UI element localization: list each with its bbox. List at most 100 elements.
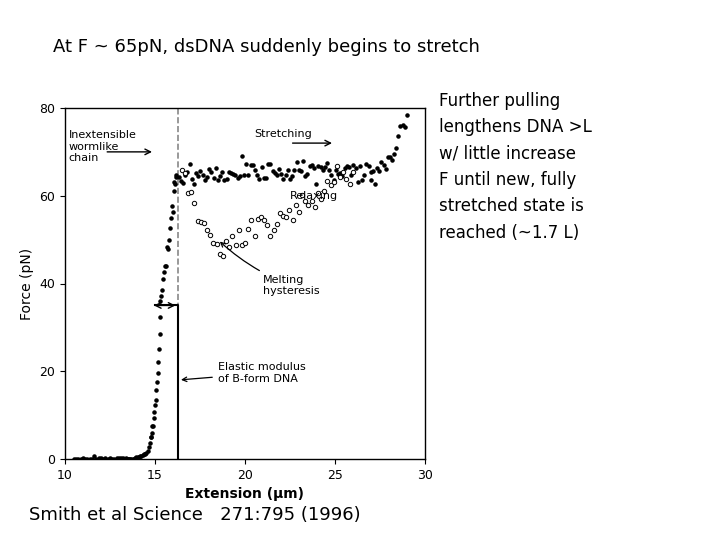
Point [142,447,153,455]
Point [369,180,381,188]
Point [245,160,256,169]
Point [265,232,276,241]
Point [77,454,89,463]
Point [243,171,254,179]
Text: Relaxing: Relaxing [289,191,338,201]
Point [150,396,161,404]
Point [122,455,133,463]
Point [341,161,353,170]
Point [194,167,206,176]
Point [168,178,180,186]
Point [258,216,270,225]
Point [395,122,406,130]
Point [184,159,195,168]
Point [219,176,230,184]
Point [206,167,217,176]
Point [392,131,404,140]
Point [278,175,289,184]
Point [207,239,219,248]
Point [148,413,160,422]
Point [156,286,168,295]
Point [312,162,324,171]
Point [238,171,250,180]
Point [204,231,216,240]
Point [352,178,364,187]
Point [256,163,267,171]
Point [68,454,79,463]
Point [319,163,330,171]
Point [128,454,140,463]
Point [145,433,157,442]
Point [230,241,241,249]
Point [330,165,341,174]
Point [190,168,202,177]
Point [102,455,113,463]
Point [143,442,155,451]
Point [390,144,402,152]
Point [125,455,136,463]
Point [236,152,248,160]
Point [113,454,125,462]
Point [334,172,346,181]
Point [173,173,184,181]
Point [161,242,173,251]
Point [157,275,168,284]
Point [189,198,200,207]
Text: Smith et al Science   271:795 (1996): Smith et al Science 271:795 (1996) [29,506,361,524]
Point [86,455,98,463]
Point [280,171,292,179]
Point [144,438,156,447]
Point [335,168,346,177]
Point [365,168,377,177]
Point [363,161,374,170]
Point [177,178,189,187]
Point [214,249,225,258]
Point [295,166,307,175]
Point [386,156,397,164]
Point [284,206,295,214]
Point [249,231,261,240]
Point [276,170,287,178]
Point [356,176,368,184]
Point [188,180,199,188]
Point [300,196,311,205]
Point [75,455,86,463]
Point [146,428,158,437]
Point [261,221,273,230]
Point [210,164,222,173]
Text: Elastic modulus
of B-form DNA: Elastic modulus of B-form DNA [182,362,305,384]
Point [306,160,318,169]
Point [243,225,254,233]
Point [130,454,141,462]
Point [208,174,220,183]
Point [322,177,333,185]
Point [162,244,174,253]
Point [223,168,235,177]
Point [339,164,351,173]
Text: Melting
hysteresis: Melting hysteresis [221,242,320,296]
Point [246,216,257,225]
Point [176,166,187,174]
Point [149,401,161,409]
Point [167,208,179,217]
Point [249,165,261,174]
Point [228,170,239,178]
Point [154,312,166,321]
Point [71,455,82,463]
Point [179,169,191,178]
Point [293,207,305,216]
Point [154,297,166,306]
Point [306,197,318,206]
Text: Stretching: Stretching [253,129,312,139]
Point [117,454,129,462]
Point [150,386,162,394]
Point [93,454,104,463]
Point [312,189,324,198]
Point [247,161,258,170]
Point [338,168,349,177]
Point [97,455,109,463]
Point [133,453,145,461]
Point [274,165,285,174]
Point [225,168,237,177]
Point [328,176,339,184]
